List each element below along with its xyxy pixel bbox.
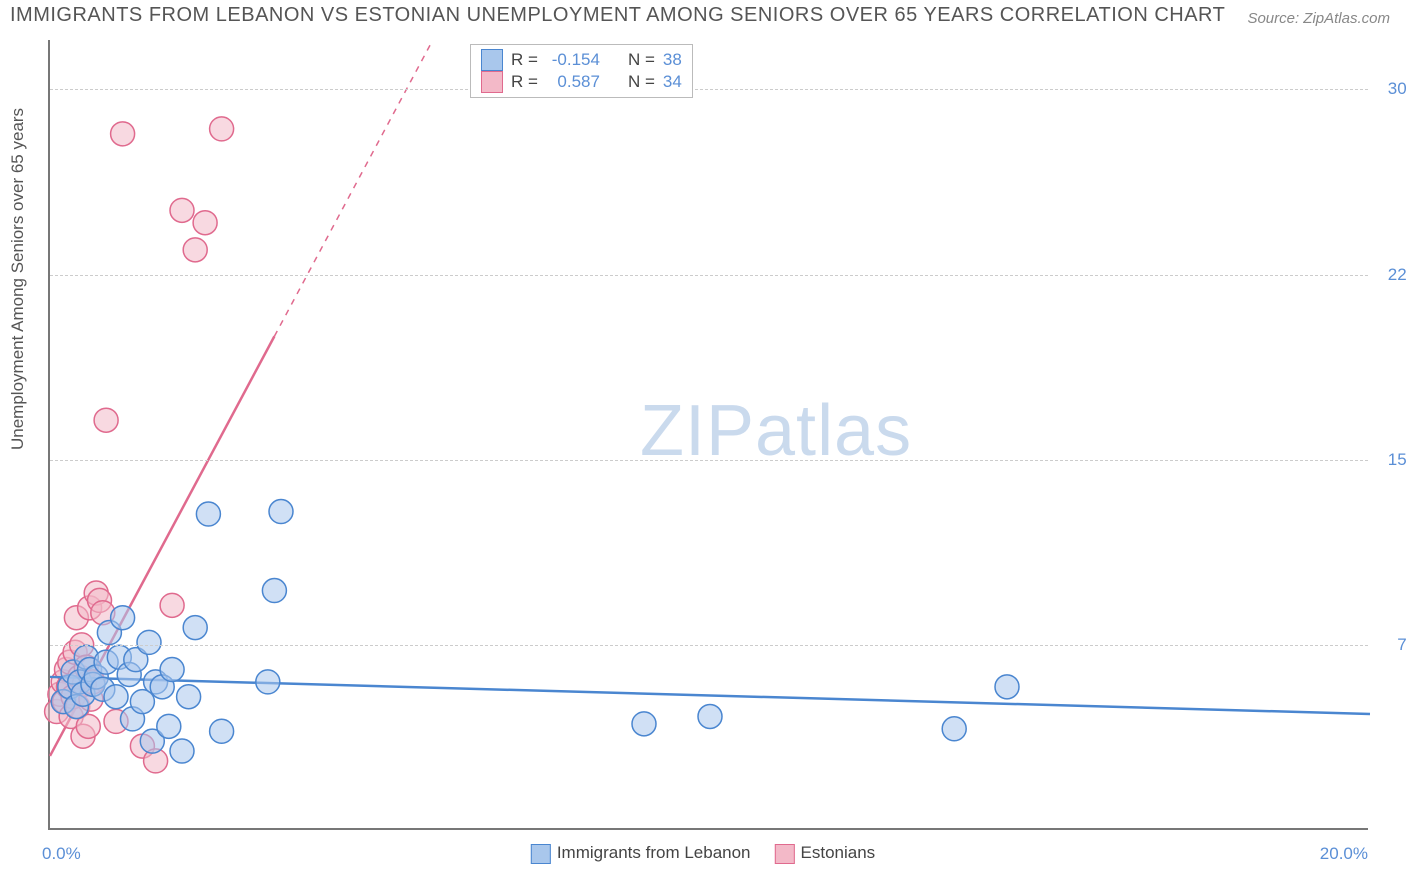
- series-legend: Immigrants from Lebanon Estonians: [531, 843, 875, 864]
- data-point: [210, 719, 234, 743]
- data-point: [104, 685, 128, 709]
- data-point: [210, 117, 234, 141]
- x-axis-max-label: 20.0%: [1320, 844, 1368, 864]
- data-point: [170, 739, 194, 763]
- data-point: [193, 211, 217, 235]
- n-label: N =: [628, 72, 655, 92]
- data-point: [111, 606, 135, 630]
- data-point: [995, 675, 1019, 699]
- scatter-svg: [50, 40, 1368, 828]
- data-point: [160, 593, 184, 617]
- data-point: [160, 658, 184, 682]
- plot-area: 7.5%15.0%22.5%30.0%: [48, 40, 1368, 830]
- gridline: [50, 275, 1368, 276]
- data-point: [269, 500, 293, 524]
- r-label: R =: [511, 50, 538, 70]
- gridline: [50, 645, 1368, 646]
- data-point: [183, 616, 207, 640]
- chart-title: IMMIGRANTS FROM LEBANON VS ESTONIAN UNEM…: [10, 4, 1225, 27]
- data-point: [698, 704, 722, 728]
- data-point: [196, 502, 220, 526]
- data-point: [183, 238, 207, 262]
- data-point: [942, 717, 966, 741]
- data-point: [157, 714, 181, 738]
- n-value: 38: [663, 50, 682, 70]
- gridline: [50, 89, 1368, 90]
- legend-swatch: [481, 71, 503, 93]
- r-value: -0.154: [546, 50, 600, 70]
- legend-row: R = 0.587 N = 34: [481, 71, 682, 93]
- n-value: 34: [663, 72, 682, 92]
- data-point: [262, 579, 286, 603]
- legend-row: R = -0.154 N = 38: [481, 49, 682, 71]
- legend-label: Immigrants from Lebanon: [557, 843, 751, 862]
- y-tick-label: 30.0%: [1376, 79, 1406, 99]
- legend-item: Estonians: [775, 843, 876, 864]
- x-axis-origin-label: 0.0%: [42, 844, 81, 864]
- y-axis-label: Unemployment Among Seniors over 65 years: [8, 108, 28, 450]
- legend-item: Immigrants from Lebanon: [531, 843, 751, 864]
- data-point: [137, 630, 161, 654]
- data-point: [170, 198, 194, 222]
- data-point: [111, 122, 135, 146]
- legend-swatch: [531, 844, 551, 864]
- correlation-legend: R = -0.154 N = 38 R = 0.587 N = 34: [470, 44, 693, 98]
- data-point: [256, 670, 280, 694]
- y-tick-label: 15.0%: [1376, 450, 1406, 470]
- data-point: [94, 408, 118, 432]
- legend-label: Estonians: [801, 843, 876, 862]
- source-attribution: Source: ZipAtlas.com: [1247, 10, 1390, 27]
- n-label: N =: [628, 50, 655, 70]
- r-label: R =: [511, 72, 538, 92]
- data-point: [177, 685, 201, 709]
- data-point: [632, 712, 656, 736]
- regression-line-extension: [274, 40, 432, 336]
- y-tick-label: 22.5%: [1376, 265, 1406, 285]
- r-value: 0.587: [546, 72, 600, 92]
- y-tick-label: 7.5%: [1376, 635, 1406, 655]
- gridline: [50, 460, 1368, 461]
- legend-swatch: [775, 844, 795, 864]
- legend-swatch: [481, 49, 503, 71]
